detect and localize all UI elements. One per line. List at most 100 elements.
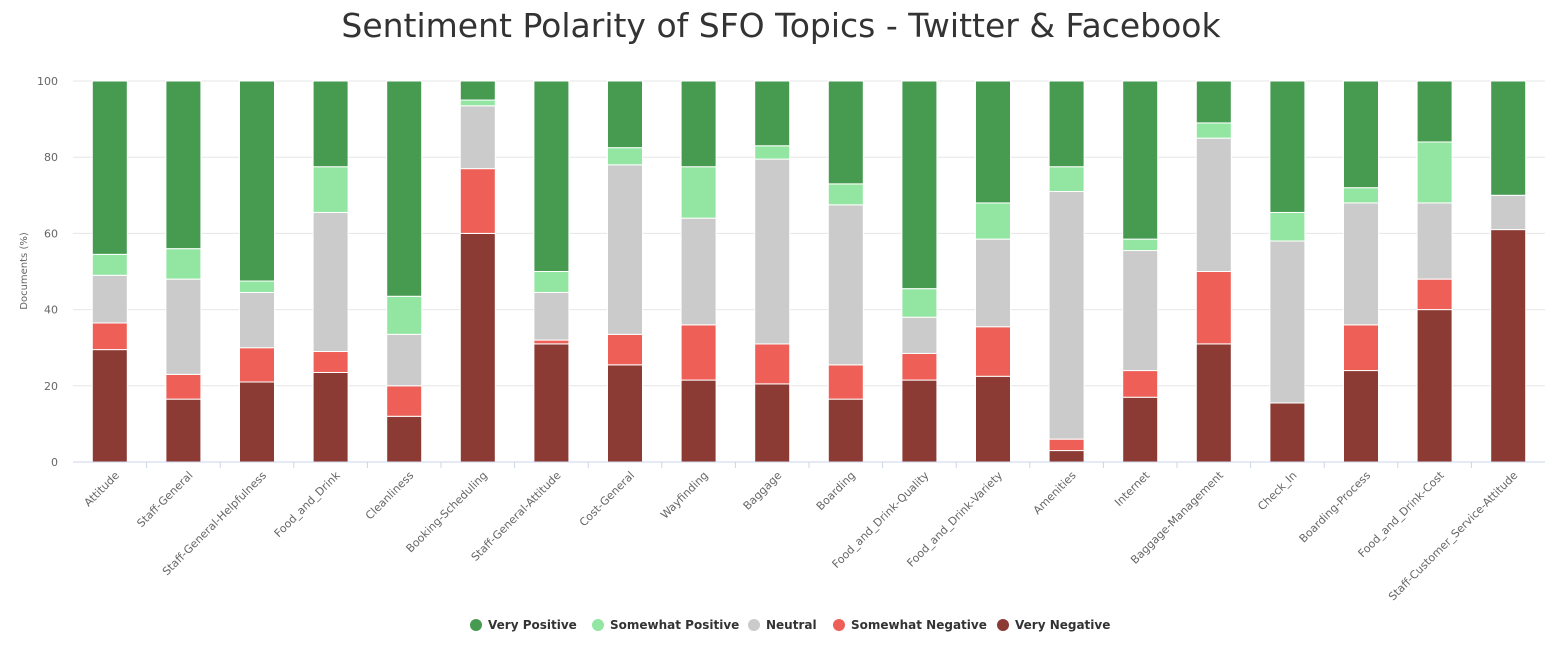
bar-segment[interactable] [1122, 250, 1159, 372]
bar-segment[interactable] [1122, 238, 1159, 252]
bar-stack[interactable] [975, 80, 1011, 463]
bar-stack[interactable] [239, 80, 275, 463]
bar-segment[interactable] [165, 80, 202, 250]
legend-item[interactable]: Somewhat Positive [592, 618, 739, 632]
bar-segment[interactable] [1343, 187, 1379, 204]
bar-segment[interactable] [533, 271, 570, 293]
bar-segment[interactable] [1048, 190, 1085, 440]
bar-segment[interactable] [165, 373, 202, 400]
bar-segment[interactable] [386, 385, 423, 417]
bar-segment[interactable] [1416, 309, 1453, 463]
bar-segment[interactable] [165, 248, 202, 280]
bar-segment[interactable] [165, 278, 202, 375]
bar-segment[interactable] [386, 415, 423, 463]
bar-segment[interactable] [533, 291, 570, 341]
bar-segment[interactable] [1269, 402, 1306, 463]
bar-segment[interactable] [1490, 80, 1527, 196]
bar-segment[interactable] [901, 379, 938, 463]
bar-segment[interactable] [975, 202, 1011, 240]
bar-segment[interactable] [312, 211, 349, 353]
bar-segment[interactable] [386, 80, 423, 297]
bar-segment[interactable] [1048, 450, 1085, 463]
bar-segment[interactable] [607, 147, 643, 166]
bar-segment[interactable] [239, 280, 275, 293]
bar-segment[interactable] [312, 80, 349, 168]
bar-stack[interactable] [680, 80, 717, 463]
bar-stack[interactable] [386, 80, 423, 463]
bar-segment[interactable] [901, 352, 938, 381]
legend-item[interactable]: Very Positive [470, 618, 577, 632]
bar-segment[interactable] [239, 347, 275, 383]
bar-segment[interactable] [975, 80, 1011, 204]
legend[interactable]: Very Positive Somewhat Positive Neutral Som… [470, 618, 1110, 632]
bar-segment[interactable] [1269, 211, 1306, 242]
bar-segment[interactable] [533, 80, 570, 272]
bar-segment[interactable] [607, 333, 643, 366]
bar-segment[interactable] [1416, 202, 1453, 280]
bar-segment[interactable] [91, 322, 128, 351]
bar-segment[interactable] [1122, 370, 1159, 398]
bar-segment[interactable] [386, 333, 423, 387]
bar-segment[interactable] [901, 288, 938, 318]
bar-stack[interactable] [312, 80, 349, 463]
bar-segment[interactable] [680, 324, 717, 381]
bar-stack[interactable] [533, 80, 570, 463]
bar-segment[interactable] [754, 383, 791, 463]
legend-item[interactable]: Neutral [748, 618, 817, 632]
bar-segment[interactable] [1048, 166, 1085, 192]
bar-segment[interactable] [827, 364, 864, 400]
bar-segment[interactable] [1048, 80, 1085, 168]
bar-segment[interactable] [459, 105, 496, 170]
bar-segment[interactable] [975, 326, 1011, 377]
bar-stack[interactable] [1269, 80, 1306, 463]
bar-segment[interactable] [459, 80, 496, 101]
bar-segment[interactable] [1343, 324, 1379, 372]
bar-segment[interactable] [165, 398, 202, 463]
bar-stack[interactable] [91, 80, 128, 463]
bar-segment[interactable] [459, 168, 496, 234]
bar-stack[interactable] [1343, 80, 1379, 463]
bar-segment[interactable] [607, 164, 643, 335]
bar-segment[interactable] [312, 351, 349, 373]
bar-segment[interactable] [1048, 438, 1085, 452]
bar-segment[interactable] [91, 80, 128, 255]
bar-segment[interactable] [533, 339, 570, 345]
bar-segment[interactable] [827, 80, 864, 185]
bar-segment[interactable] [312, 371, 349, 463]
bar-segment[interactable] [1416, 80, 1453, 143]
bar-segment[interactable] [239, 291, 275, 349]
bar-stack[interactable] [1490, 80, 1527, 463]
bar-segment[interactable] [312, 166, 349, 213]
bar-segment[interactable] [1490, 194, 1527, 231]
bar-segment[interactable] [1343, 202, 1379, 326]
bar-segment[interactable] [607, 80, 643, 149]
bar-segment[interactable] [1122, 80, 1159, 240]
bar-stack[interactable] [1048, 80, 1085, 463]
bar-segment[interactable] [827, 398, 864, 463]
bar-segment[interactable] [1343, 370, 1379, 463]
bar-segment[interactable] [680, 379, 717, 463]
bar-segment[interactable] [975, 238, 1011, 328]
bar-segment[interactable] [1195, 137, 1232, 272]
legend-item[interactable]: Very Negative [997, 618, 1110, 632]
bar-segment[interactable] [1269, 240, 1306, 404]
bar-stack[interactable] [1195, 80, 1232, 463]
bar-segment[interactable] [607, 364, 643, 463]
bar-segment[interactable] [1195, 122, 1232, 139]
bar-segment[interactable] [754, 158, 791, 345]
bar-stack[interactable] [1416, 80, 1453, 463]
bar-segment[interactable] [1269, 80, 1306, 213]
bar-segment[interactable] [239, 381, 275, 463]
bar-segment[interactable] [680, 80, 717, 168]
bar-segment[interactable] [91, 274, 128, 324]
bar-segment[interactable] [1343, 80, 1379, 189]
bar-stack[interactable] [827, 80, 864, 463]
bar-stack[interactable] [607, 80, 643, 463]
bar-segment[interactable] [680, 217, 717, 326]
bar-segment[interactable] [827, 183, 864, 206]
bar-segment[interactable] [754, 145, 791, 160]
bar-segment[interactable] [1195, 343, 1232, 463]
bar-stack[interactable] [754, 80, 791, 463]
bar-stack[interactable] [901, 80, 938, 463]
bar-segment[interactable] [459, 99, 496, 107]
